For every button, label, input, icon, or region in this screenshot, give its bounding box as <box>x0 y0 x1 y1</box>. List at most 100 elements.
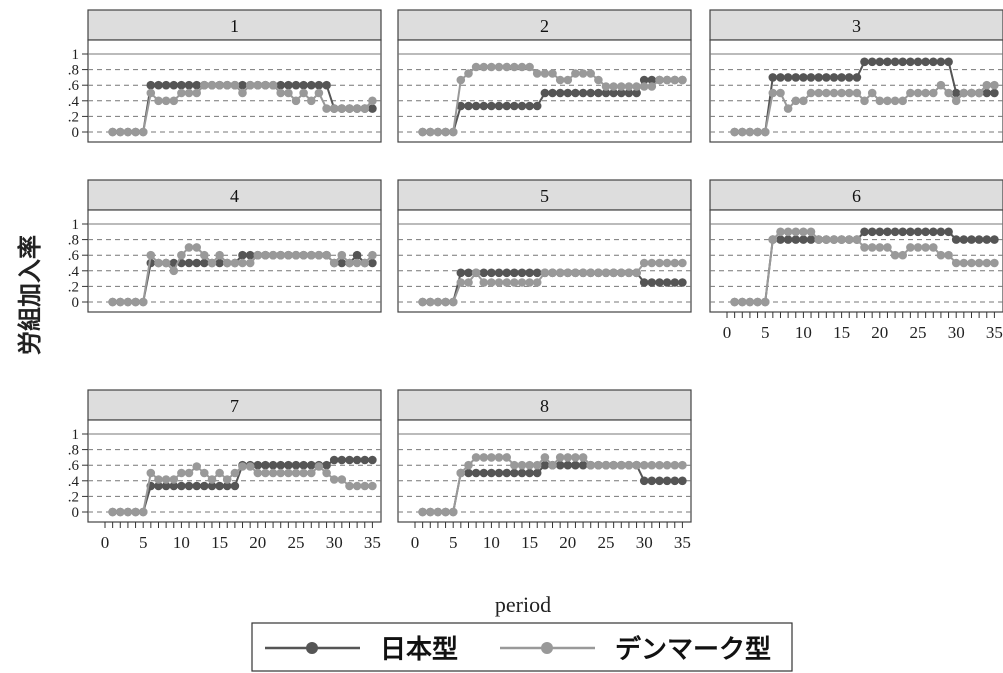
data-point <box>169 475 179 484</box>
panel-strip <box>87 179 382 211</box>
data-point <box>368 258 377 268</box>
y-tick-label: 0 <box>72 125 80 141</box>
data-point <box>215 250 224 260</box>
data-point <box>116 127 125 137</box>
data-point <box>494 453 504 462</box>
legend-label-1: デンマーク型 <box>615 634 771 664</box>
data-point <box>883 243 892 252</box>
data-point <box>123 127 133 137</box>
data-point <box>154 475 163 484</box>
data-point <box>230 80 240 90</box>
data-point <box>502 101 511 111</box>
data-point <box>479 278 489 287</box>
panel-title: 1 <box>230 16 239 36</box>
data-point <box>829 235 839 244</box>
data-point <box>662 476 672 486</box>
data-point <box>670 476 680 486</box>
data-point <box>276 80 285 90</box>
data-point <box>662 75 672 85</box>
data-point <box>617 82 626 91</box>
data-point <box>268 460 278 470</box>
x-tick-label: 5 <box>449 533 458 552</box>
data-point <box>883 57 892 67</box>
data-point <box>471 268 481 278</box>
data-point <box>639 258 649 268</box>
data-point <box>532 268 542 278</box>
data-point <box>276 468 285 478</box>
data-point <box>276 250 285 260</box>
data-point <box>352 481 362 491</box>
data-point <box>238 80 247 90</box>
data-point <box>586 88 595 98</box>
data-point <box>959 88 969 98</box>
data-point <box>494 268 504 278</box>
x-tick-label: 30 <box>636 533 653 552</box>
data-point <box>433 297 443 307</box>
data-point <box>867 227 877 237</box>
data-point <box>875 96 885 106</box>
data-point <box>936 250 946 260</box>
data-point <box>791 96 801 106</box>
data-point <box>875 57 885 67</box>
data-point <box>337 475 347 484</box>
y-axis-label: 労組加入率 <box>16 235 44 355</box>
data-point <box>867 57 877 67</box>
data-point <box>806 88 816 98</box>
data-point <box>532 468 542 478</box>
data-point <box>471 62 481 72</box>
data-point <box>502 268 511 278</box>
data-point <box>487 101 496 111</box>
data-point <box>540 69 550 78</box>
data-point <box>494 62 504 72</box>
data-point <box>822 88 831 98</box>
data-point <box>799 96 808 106</box>
data-point <box>154 96 163 106</box>
data-point <box>291 460 301 470</box>
data-point <box>647 258 657 268</box>
data-point <box>655 476 664 486</box>
data-point <box>284 468 293 478</box>
x-tick-label: 25 <box>288 533 305 552</box>
data-point <box>875 243 885 252</box>
data-point <box>555 460 565 470</box>
data-point <box>345 104 354 113</box>
data-point <box>525 62 534 72</box>
data-point <box>647 82 657 91</box>
data-point <box>860 243 869 252</box>
data-point <box>860 227 869 237</box>
data-point <box>639 278 649 287</box>
data-point <box>192 258 201 268</box>
data-point <box>760 297 770 307</box>
data-point <box>108 507 117 517</box>
y-tick-label: 1 <box>72 217 80 233</box>
data-point <box>525 101 534 111</box>
y-tick-label: .2 <box>68 109 79 125</box>
data-point <box>116 507 125 517</box>
panel-title: 4 <box>230 186 239 206</box>
panel-8: 8 0 5 10 15 20 25 30 35 <box>397 389 692 552</box>
data-point <box>655 460 664 470</box>
data-point <box>967 258 976 268</box>
x-tick-label: 0 <box>101 533 110 552</box>
data-point <box>352 455 362 465</box>
data-point <box>898 250 907 260</box>
data-point <box>138 127 148 137</box>
data-point <box>829 73 839 82</box>
data-point <box>844 88 854 98</box>
data-point <box>307 468 316 478</box>
data-point <box>730 297 739 307</box>
series-denmark <box>108 243 377 307</box>
panel-strip <box>87 9 382 41</box>
data-point <box>586 268 595 278</box>
data-point <box>586 69 595 78</box>
data-point <box>494 101 504 111</box>
data-point <box>108 127 117 137</box>
data-point <box>322 460 331 470</box>
data-point <box>624 460 634 470</box>
data-point <box>951 235 961 244</box>
data-point <box>146 250 156 260</box>
data-point <box>678 278 687 287</box>
data-point <box>776 235 785 244</box>
data-point <box>951 258 961 268</box>
data-point <box>799 227 808 237</box>
